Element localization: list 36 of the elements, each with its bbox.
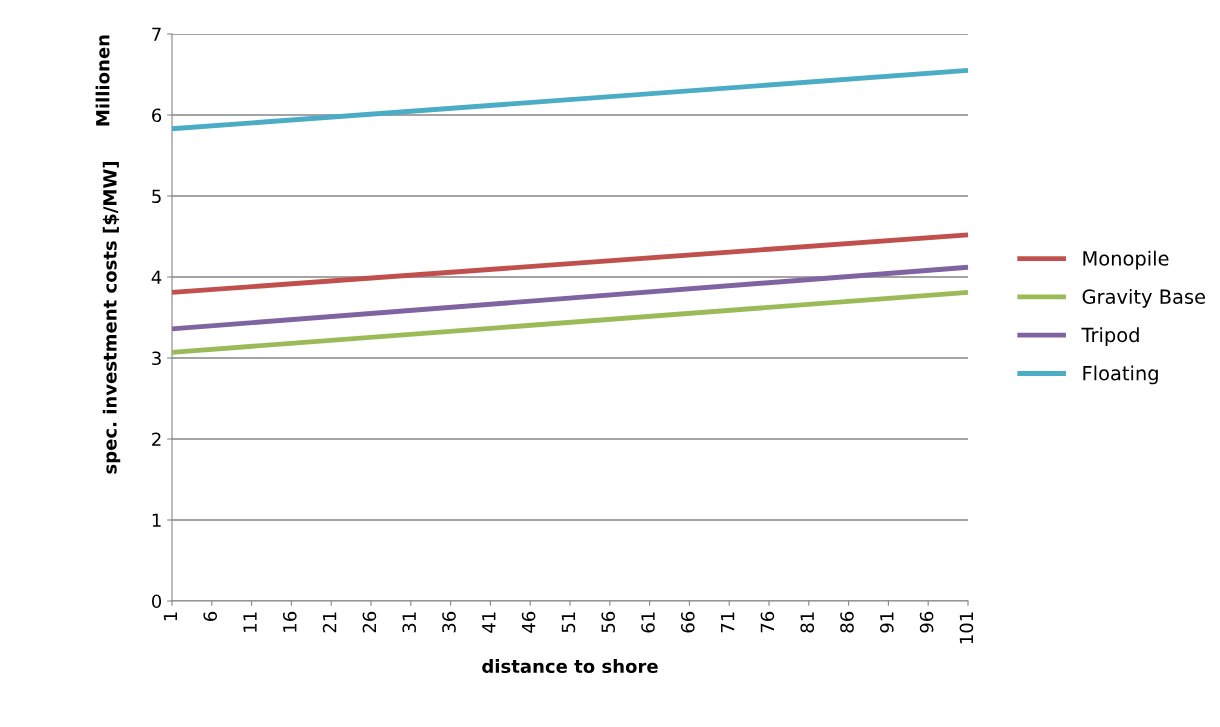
y-tick-label: 5	[152, 189, 161, 204]
x-tick-label: 1	[163, 612, 177, 621]
y-tick-label: 7	[152, 27, 161, 41]
x-tick-label: 101	[959, 612, 974, 644]
x-tick-label: 91	[879, 612, 894, 633]
legend-label: Floating	[1083, 365, 1158, 385]
x-tick-label: 76	[760, 611, 775, 633]
x-tick-label: 56	[601, 611, 616, 633]
x-tick-label: 21	[322, 612, 337, 633]
y-tick-label: 3	[152, 351, 161, 366]
x-tick-label: 71	[721, 612, 735, 633]
x-tick-label: 6	[203, 611, 218, 621]
x-axis-title: distance to shore	[482, 659, 658, 674]
x-tick-label: 96	[919, 611, 934, 633]
text: Millionen	[95, 35, 110, 126]
x-tick-label: 31	[402, 612, 417, 633]
legend-label: Tripod	[1081, 327, 1139, 347]
x-tick-label: 46	[521, 611, 536, 633]
y-tick-label: 4	[151, 270, 162, 284]
legend-label: Gravity Base	[1082, 288, 1206, 308]
x-tick-label: 41	[482, 612, 496, 633]
x-tick-label: 16	[282, 611, 297, 632]
x-tick-label: 61	[641, 612, 655, 633]
y-tick-label: 6	[152, 108, 162, 123]
x-tick-label: 86	[840, 611, 854, 633]
y-tick-label: 1	[152, 513, 161, 527]
legend-label: Monopile	[1083, 250, 1169, 270]
x-tick-label: 26	[362, 611, 377, 633]
x-tick-label: 66	[680, 611, 695, 633]
y-tick-label: 2	[152, 432, 161, 446]
x-tick-label: 81	[800, 612, 815, 633]
x-tick-label: 51	[561, 612, 576, 633]
x-tick-label: 36	[442, 611, 456, 633]
x-tick-label: 11	[243, 612, 257, 632]
y-axis-title: spec. investment costs [$/MW]	[102, 162, 121, 474]
y-tick-label: 0	[151, 594, 162, 609]
